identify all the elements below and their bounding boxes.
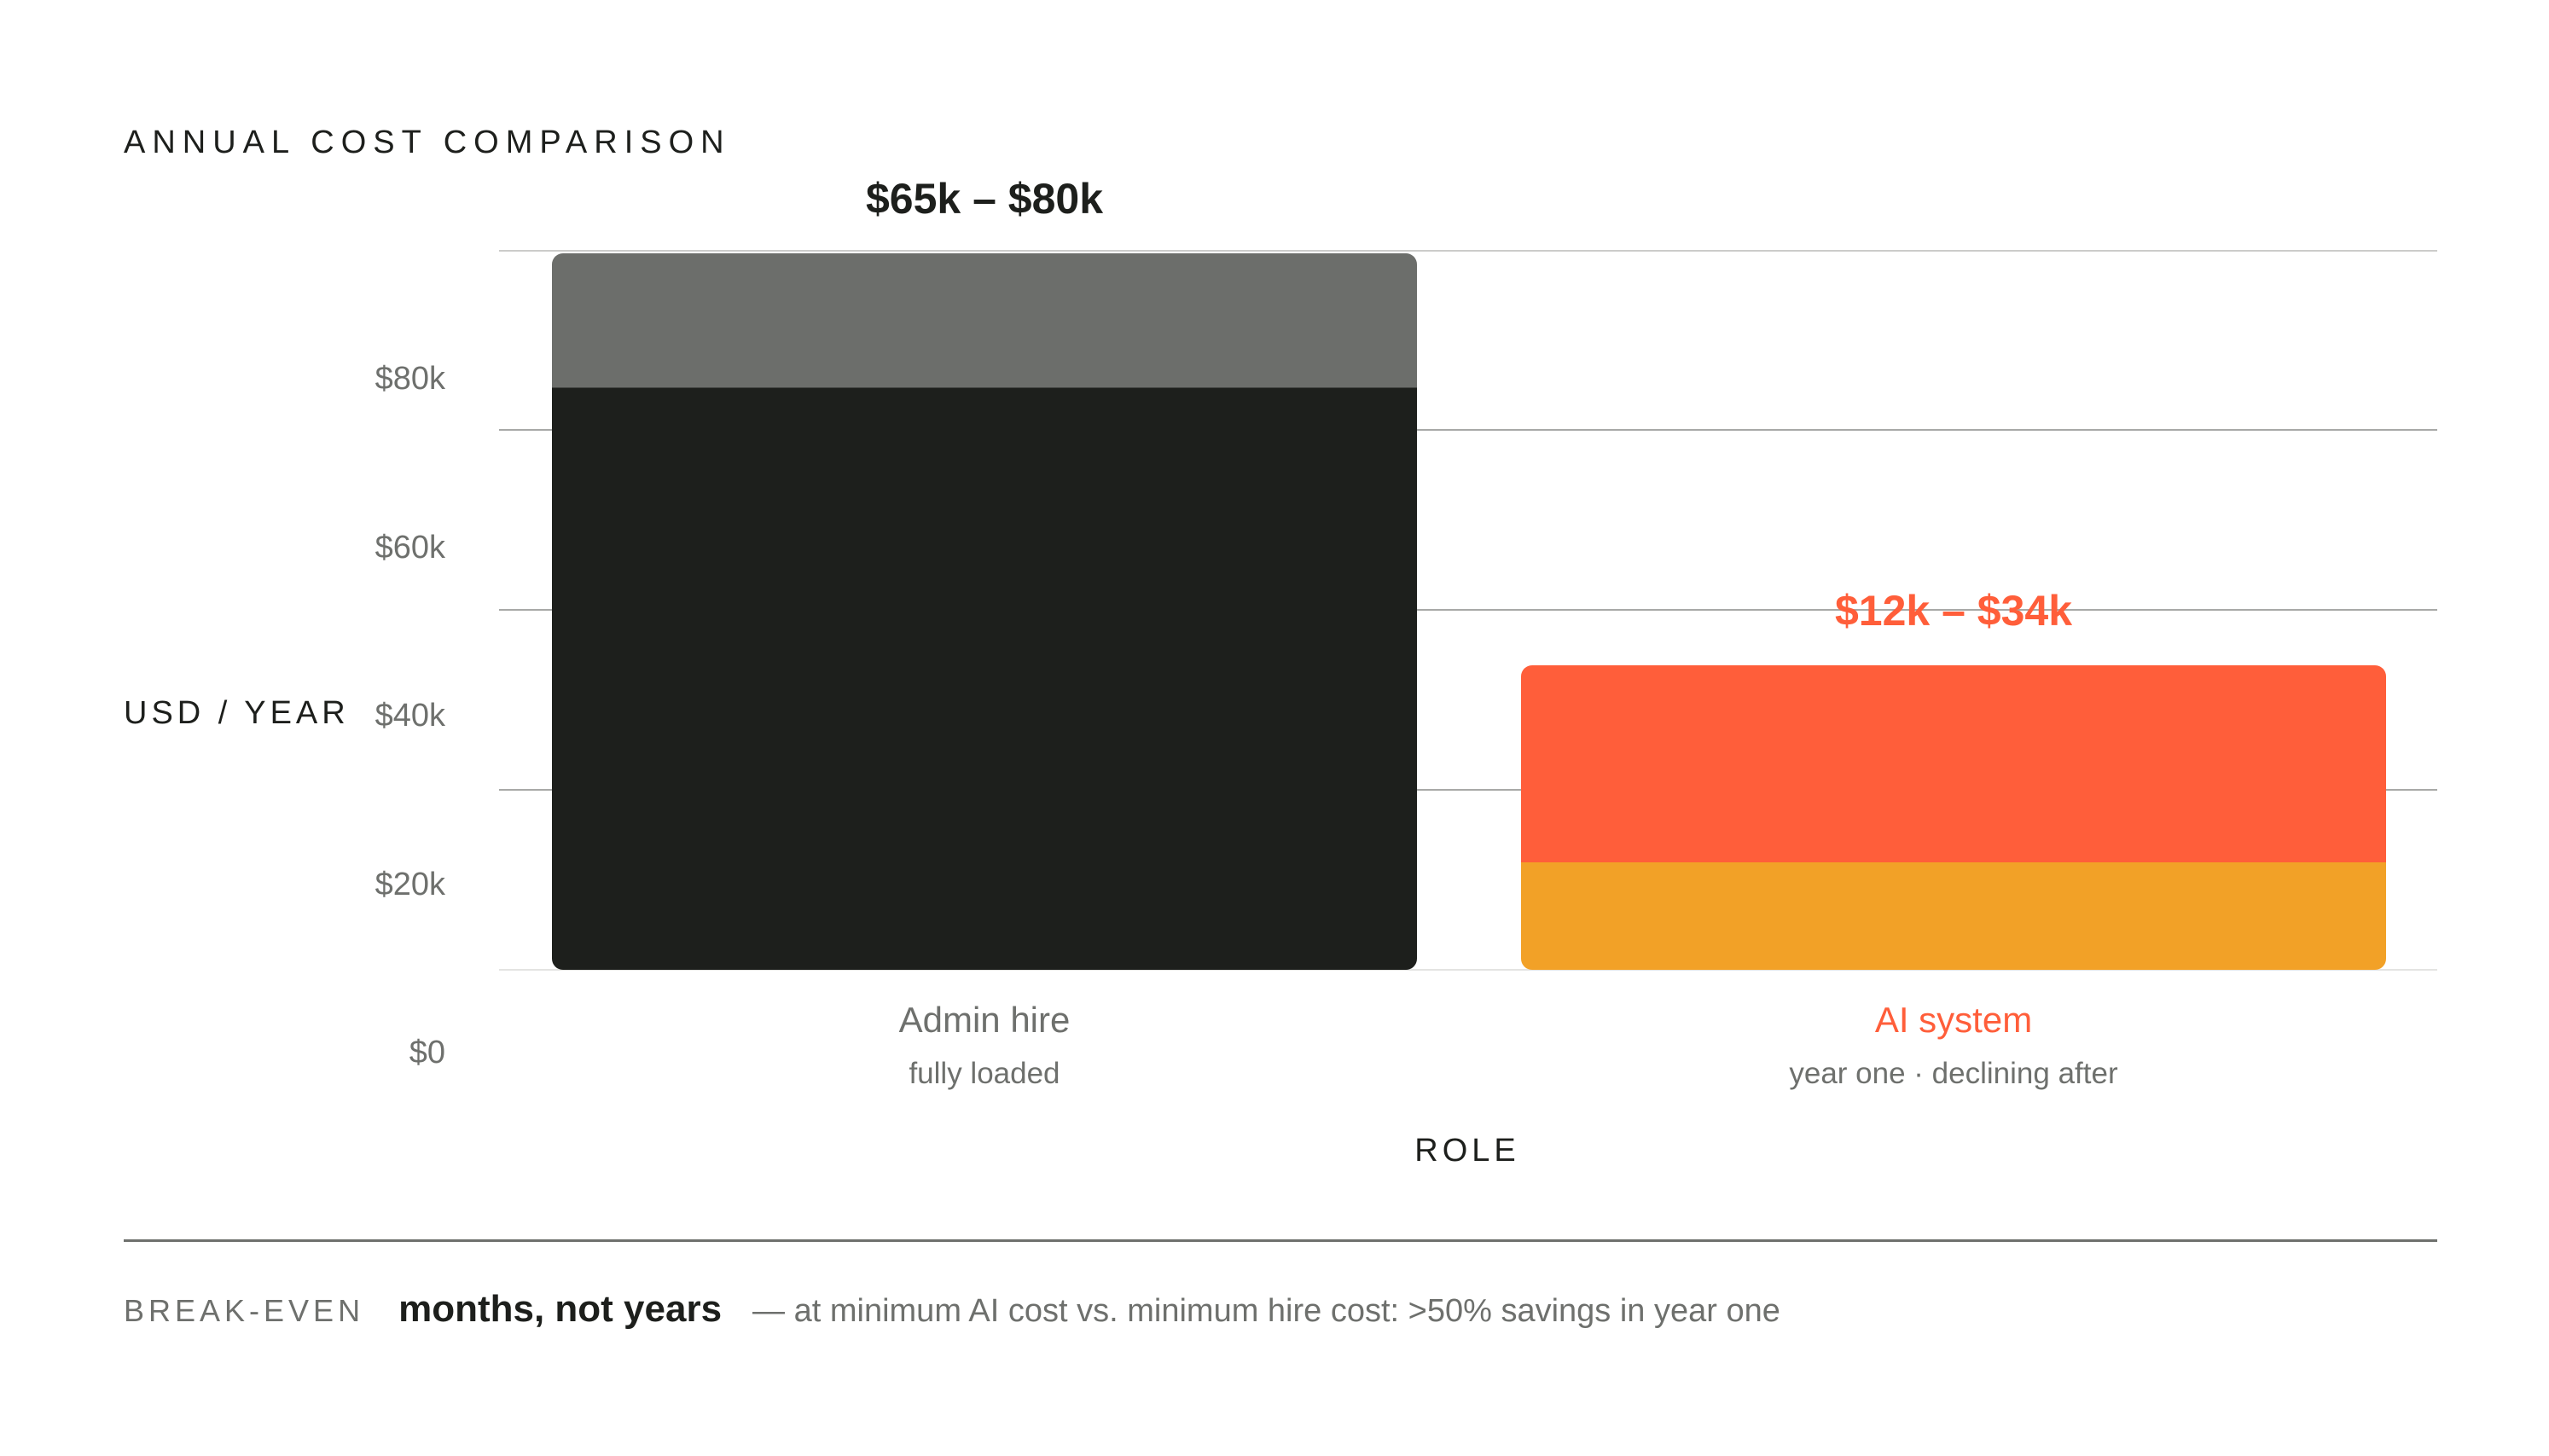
category-sublabel: year one · declining after (1789, 1057, 2118, 1090)
y-tick-label: $40k (375, 698, 446, 734)
range-label: $65k – $80k (866, 175, 1103, 223)
bar-segment (1521, 665, 2386, 862)
y-tick-label: $80k (375, 361, 446, 397)
chart-title: ANNUAL COST COMPARISON (124, 125, 731, 160)
category-sublabel: fully loaded (909, 1057, 1060, 1090)
break-even-footer: BREAK-EVEN months, not years — at minimu… (124, 1288, 1780, 1331)
bar-0 (552, 253, 1417, 970)
range-label: $12k – $34k (1835, 587, 2072, 635)
footer-divider (124, 1239, 2437, 1242)
y-axis-title: USD / YEAR (124, 695, 350, 731)
bar-chart: $0 $20k $40k $60k $80k $65k – $80k Admin hire f… (375, 175, 2437, 1090)
category-label: AI system (1875, 1000, 2032, 1040)
y-tick-label: $60k (375, 530, 446, 566)
break-even-label: BREAK-EVEN (124, 1293, 365, 1328)
y-tick-label: $0 (409, 1035, 445, 1070)
bar-segment (1521, 862, 2386, 970)
break-even-note: — at minimum AI cost vs. minimum hire co… (752, 1293, 1780, 1329)
bar-1 (1521, 665, 2386, 970)
bar-segment (552, 387, 1417, 970)
x-axis-title: ROLE (1414, 1133, 1520, 1169)
break-even-headline: months, not years (398, 1288, 723, 1330)
bar-segment (552, 253, 1417, 388)
category-label: Admin hire (899, 1000, 1071, 1040)
y-tick-label: $20k (375, 867, 446, 902)
